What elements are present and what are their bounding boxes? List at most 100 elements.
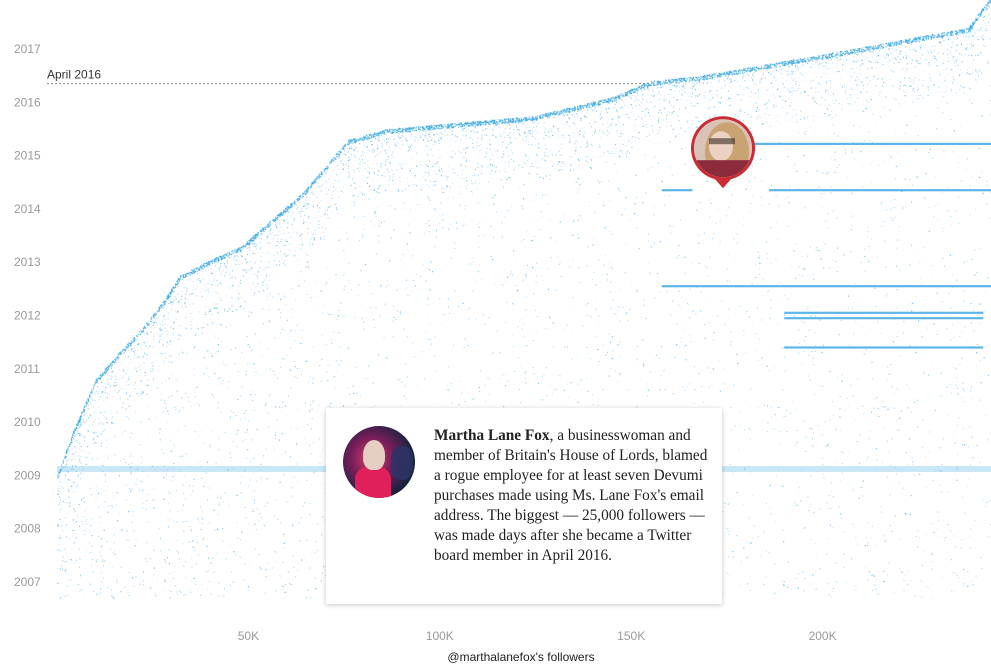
follower-dot (445, 174, 447, 176)
follower-dot (521, 167, 523, 169)
follower-dot (301, 239, 303, 241)
follower-dot (307, 217, 309, 219)
follower-dot (397, 142, 399, 144)
follower-dot (654, 297, 656, 299)
follower-dot (207, 539, 209, 541)
follower-dot (73, 542, 75, 544)
follower-dot (485, 151, 487, 153)
follower-dot (560, 166, 562, 168)
follower-dot (665, 125, 667, 127)
follower-dot (877, 321, 879, 323)
follower-dot (287, 254, 289, 256)
follower-dot (737, 94, 739, 96)
follower-dot (617, 381, 619, 383)
follower-dot (80, 434, 82, 436)
follower-dot (752, 74, 754, 76)
follower-dot (472, 146, 474, 148)
follower-dot (330, 314, 332, 316)
follower-dot (797, 587, 799, 589)
follower-dot (279, 250, 281, 252)
follower-dot (335, 203, 337, 205)
follower-dot (522, 123, 524, 125)
follower-dot (463, 346, 465, 348)
follower-dot (112, 395, 114, 397)
follower-dot (327, 231, 329, 233)
follower-dot (325, 187, 327, 189)
follower-dot (428, 304, 430, 306)
follower-dot (586, 377, 588, 379)
follower-dot (889, 78, 891, 80)
follower-dot (164, 591, 166, 593)
follower-dot (93, 421, 95, 423)
follower-dot (167, 503, 169, 505)
follower-dot (495, 125, 497, 127)
follower-dot (669, 141, 671, 143)
follower-dot (913, 247, 915, 249)
follower-dot (706, 74, 708, 76)
follower-dot (96, 386, 98, 388)
follower-dot (505, 280, 507, 282)
follower-dot (413, 147, 415, 149)
follower-dot (680, 127, 682, 129)
follower-dot (204, 269, 206, 271)
follower-dot (654, 105, 656, 107)
follower-dot (861, 59, 863, 61)
follower-dot (431, 136, 433, 138)
follower-dot (203, 314, 205, 316)
follower-dot (796, 429, 798, 431)
follower-dot (922, 247, 924, 249)
follower-dot (120, 350, 122, 352)
follower-dot (867, 227, 869, 229)
follower-dot (749, 116, 751, 118)
follower-dot (514, 285, 516, 287)
follower-dot (626, 155, 628, 157)
follower-dot (673, 105, 675, 107)
follower-dot (434, 170, 436, 172)
follower-dot (782, 485, 784, 487)
follower-dot (538, 229, 540, 231)
follower-dot (717, 74, 719, 76)
follower-dot (168, 549, 170, 551)
follower-dot (216, 303, 218, 305)
follower-dot (771, 73, 773, 75)
follower-dot (504, 161, 506, 163)
follower-dot (645, 317, 647, 319)
follower-dot (529, 218, 531, 220)
follower-dot (371, 293, 373, 295)
follower-dot (474, 127, 476, 129)
follower-dot (824, 65, 826, 67)
follower-dot (814, 393, 816, 395)
follower-dot (224, 308, 226, 310)
follower-dot (236, 522, 238, 524)
follower-dot (668, 84, 670, 86)
follower-dot (146, 332, 148, 334)
follower-dot (890, 71, 892, 73)
follower-dot (551, 393, 553, 395)
follower-dot (268, 232, 270, 234)
follower-dot (300, 371, 302, 373)
follower-dot (319, 455, 321, 457)
follower-dot (613, 137, 615, 139)
follower-dot (77, 484, 79, 486)
follower-dot (156, 317, 158, 319)
follower-dot (275, 590, 277, 592)
follower-dot (636, 98, 638, 100)
follower-dot (792, 400, 794, 402)
follower-dot (653, 106, 655, 108)
follower-dot (132, 351, 134, 353)
follower-dot (66, 585, 68, 587)
follower-dot (608, 152, 610, 154)
follower-dot (327, 405, 329, 407)
follower-dot (573, 115, 575, 117)
follower-dot (366, 176, 368, 178)
follower-dot (162, 307, 164, 309)
follower-dot (805, 335, 807, 337)
follower-dot (946, 68, 948, 70)
follower-dot (80, 422, 82, 424)
follower-dot (488, 394, 490, 396)
follower-dot (566, 346, 568, 348)
follower-dot (550, 137, 552, 139)
follower-dot (66, 461, 68, 463)
follower-dot (464, 151, 466, 153)
follower-dot (399, 165, 401, 167)
